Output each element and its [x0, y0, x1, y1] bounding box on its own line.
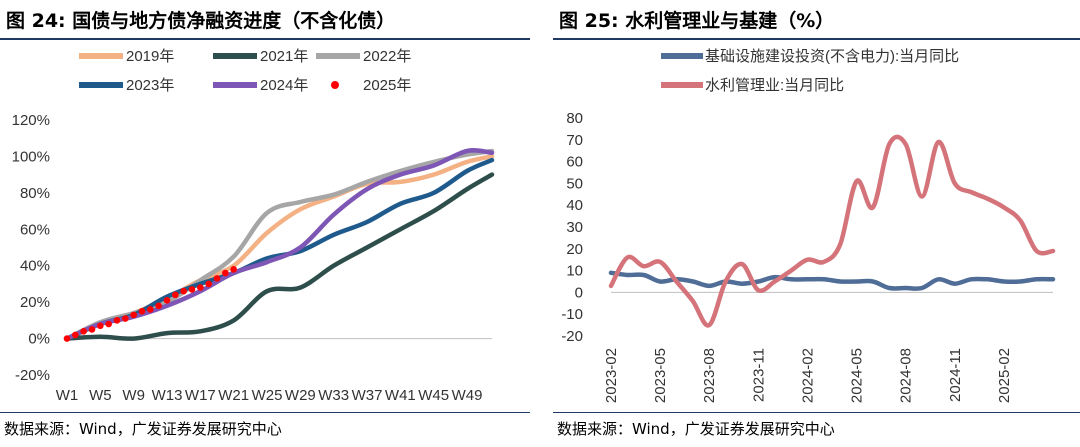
x-tick-label: 2023-05	[652, 348, 669, 403]
y-tick-label: 120%	[12, 112, 50, 129]
data-point-2025	[80, 327, 87, 335]
legend-label: 2024年	[260, 77, 308, 94]
y-tick-label: 20%	[20, 294, 50, 311]
line-chart-right: -20 -10 0 10 20 30 40 50 60 70 80 2023-02 2023-05 202…	[561, 48, 1056, 403]
data-point-2025	[122, 315, 129, 322]
x-tick-label: 2023-02	[603, 348, 620, 403]
y-tick-label: 10	[566, 263, 583, 280]
x-tick-label: 2024-11	[947, 348, 964, 402]
legend-label: 2019年	[126, 48, 174, 65]
series-line-2022	[64, 148, 495, 341]
data-point-2025	[163, 297, 171, 304]
data-point-2025	[205, 280, 212, 288]
data-point-2025	[138, 307, 146, 315]
x-tick-label: W5	[89, 387, 112, 404]
legend-label: 2021年	[260, 48, 308, 65]
data-point-2025	[180, 287, 187, 295]
x-tick-label: W25	[252, 387, 283, 404]
legend-label: 2023年	[126, 77, 174, 94]
y-tick-label: 80	[566, 110, 583, 127]
x-tick-label: W13	[152, 387, 183, 404]
y-tick-label: -10	[561, 306, 583, 323]
x-tick-label: W37	[352, 387, 383, 404]
series-line-2024	[64, 148, 495, 341]
data-point-2025	[197, 284, 204, 291]
y-tick-label: 70	[566, 132, 583, 149]
x-tick-label: 2023-08	[701, 348, 718, 403]
y-tick-label: -20	[561, 328, 583, 345]
data-point-2025	[230, 266, 237, 273]
legend-label: 2022年	[363, 48, 411, 65]
x-tick-label: W29	[285, 387, 316, 404]
chart-panel-left: 图 24: 国债与地方债净融资进度（不含化债） -20% 0% 20% 40% 60% 8…	[0, 0, 530, 447]
series-line-water-management	[608, 134, 1056, 328]
data-point-2025	[130, 311, 137, 319]
x-tick-label: 2024-05	[849, 348, 866, 403]
data-point-2025	[63, 335, 71, 342]
source-note-left: 数据来源：Wind，广发证券发展研究中心	[4, 420, 282, 438]
series-line-2021	[64, 172, 495, 341]
data-point-2025	[188, 286, 196, 293]
y-tick-label: 60	[566, 154, 583, 171]
line-chart-left: -20%0%20%40%60%80%100%120%W1 W5 W9 W13 W17 W2…	[12, 48, 495, 404]
legend-label: 2025年	[363, 77, 411, 94]
title-divider-left	[0, 38, 530, 40]
y-tick-label: 50	[566, 175, 583, 192]
x-tick-label: W17	[185, 387, 216, 404]
title-divider-right	[553, 38, 1080, 40]
x-tick-label: 2024-08	[898, 348, 915, 403]
data-point-2025	[172, 291, 179, 299]
series-line-2019	[64, 154, 495, 341]
bottom-divider-left	[0, 412, 530, 413]
y-tick-label: 0%	[28, 331, 50, 348]
data-point-2025	[113, 317, 121, 324]
x-tick-label: 2023-11	[750, 348, 767, 402]
series-line-infrastructure	[608, 270, 1056, 291]
data-point-2025	[213, 275, 221, 282]
x-tick-label: W49	[452, 387, 483, 404]
x-tick-label: W33	[318, 387, 349, 404]
data-point-2025	[97, 322, 104, 330]
figure-title-left: 图 24: 国债与地方债净融资进度（不含化债）	[6, 10, 396, 32]
x-tick-label: W21	[218, 387, 249, 404]
y-tick-label: 80%	[20, 185, 50, 202]
y-tick-label: 60%	[20, 221, 50, 238]
x-tick-label: 2025-02	[996, 348, 1013, 403]
legend-marker	[331, 81, 339, 89]
x-tick-label: 2024-02	[799, 348, 816, 403]
x-tick-label: W45	[418, 387, 449, 404]
x-tick-label: W1	[56, 387, 79, 404]
y-tick-label: 40	[566, 197, 583, 214]
source-note-right: 数据来源：Wind，广发证券发展研究中心	[557, 420, 835, 438]
y-tick-label: -20%	[15, 367, 50, 384]
legend-label: 基础设施建设投资(不含电力):当月同比	[705, 48, 959, 65]
data-point-2025	[105, 320, 112, 328]
data-point-2025	[222, 269, 229, 277]
data-point-2025	[88, 326, 96, 333]
y-tick-label: 20	[566, 241, 583, 258]
y-tick-label: 40%	[20, 258, 50, 275]
y-tick-label: 0	[575, 284, 583, 301]
x-tick-label: W41	[385, 387, 416, 404]
legend-label: 水利管理业:当月同比	[705, 77, 844, 94]
bottom-divider-right	[553, 412, 1080, 413]
y-tick-label: 100%	[12, 148, 50, 165]
y-tick-label: 30	[566, 219, 583, 236]
figure-title-right: 图 25: 水利管理业与基建（%）	[559, 10, 835, 32]
data-point-2025	[155, 302, 162, 310]
data-point-2025	[72, 331, 79, 339]
chart-panel-right: 图 25: 水利管理业与基建（%） -20 -10 0 10 20 30 40 50 60 70 8…	[553, 0, 1080, 447]
data-point-2025	[147, 306, 154, 313]
x-tick-label: W9	[122, 387, 145, 404]
